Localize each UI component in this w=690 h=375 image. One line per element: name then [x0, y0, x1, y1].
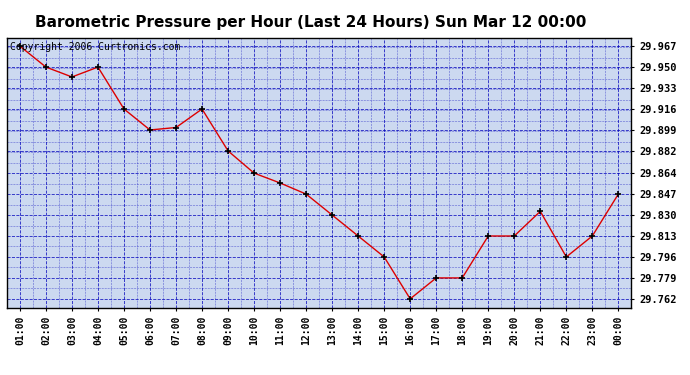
Text: Copyright 2006 Curtronics.com: Copyright 2006 Curtronics.com [10, 42, 180, 51]
Text: Barometric Pressure per Hour (Last 24 Hours) Sun Mar 12 00:00: Barometric Pressure per Hour (Last 24 Ho… [34, 15, 586, 30]
